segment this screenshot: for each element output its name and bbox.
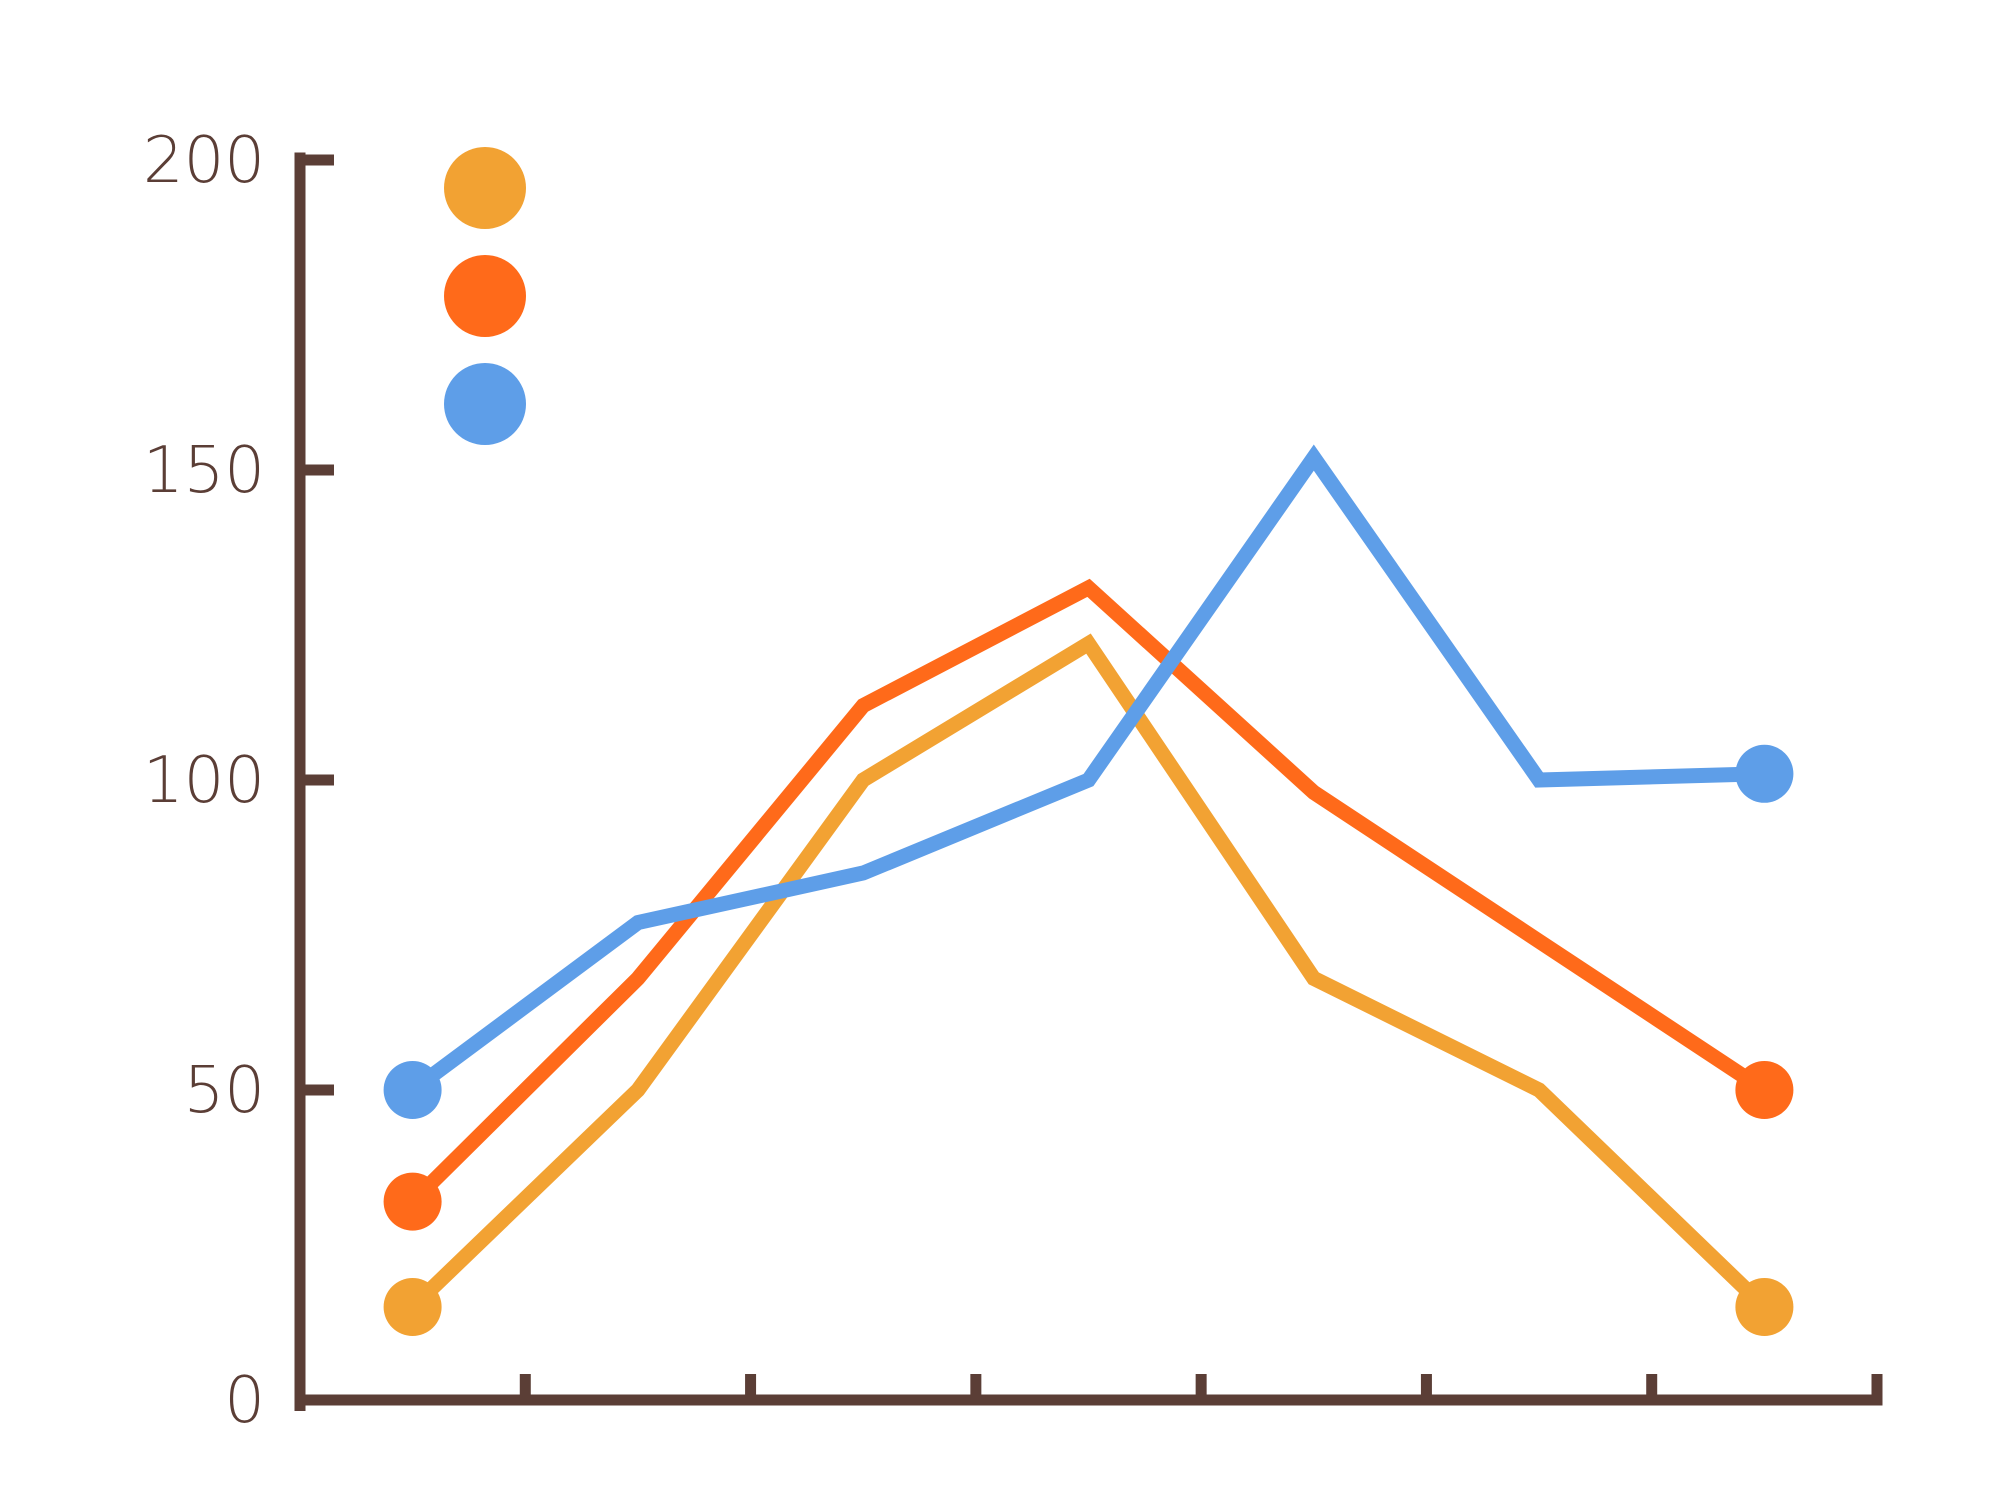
series-layer xyxy=(383,444,1794,1336)
axis-layer: 0 50 100 150 200 xyxy=(143,124,1883,1438)
series-3-end-point xyxy=(1735,744,1794,803)
y-tick-label-100: 100 xyxy=(143,744,265,818)
y-tick-label-50: 50 xyxy=(184,1054,265,1128)
series-line-2 xyxy=(407,578,1769,1207)
series-2-start-point xyxy=(383,1172,442,1231)
series-line-3 xyxy=(408,444,1765,1097)
series-1-start-point xyxy=(383,1278,442,1336)
y-tick-label-200: 200 xyxy=(143,124,265,198)
legend-marker-2 xyxy=(444,255,526,337)
legend-marker-3 xyxy=(444,363,526,445)
legend-marker-1 xyxy=(444,147,526,229)
y-tick-label-150: 150 xyxy=(143,434,265,508)
y-tick-label-0: 0 xyxy=(224,1364,265,1438)
series-1-end-point xyxy=(1735,1278,1794,1336)
series-2-end-point xyxy=(1735,1061,1794,1119)
legend-layer xyxy=(444,147,526,445)
series-3-start-point xyxy=(383,1061,442,1119)
series-line-1 xyxy=(407,633,1770,1313)
